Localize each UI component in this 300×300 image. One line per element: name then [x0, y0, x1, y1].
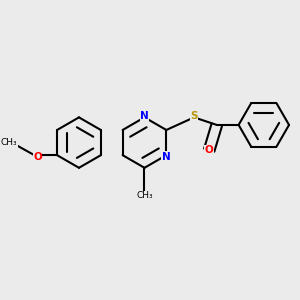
Text: N: N	[140, 111, 149, 121]
Text: O: O	[33, 152, 42, 162]
Text: CH₃: CH₃	[1, 138, 17, 147]
Text: N: N	[162, 152, 171, 162]
Text: CH₃: CH₃	[136, 191, 153, 200]
Text: O: O	[205, 145, 214, 155]
Text: S: S	[190, 112, 198, 122]
